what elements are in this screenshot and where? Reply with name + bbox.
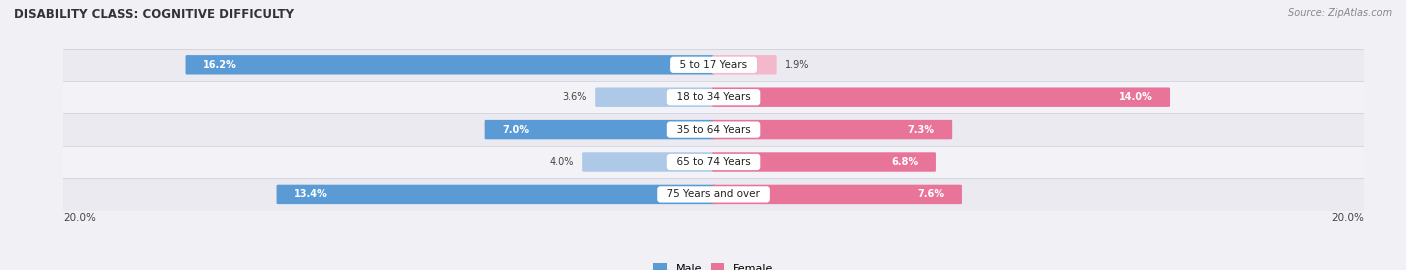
Text: 16.2%: 16.2% [202,60,236,70]
Text: 20.0%: 20.0% [1331,213,1364,223]
FancyBboxPatch shape [713,120,952,139]
FancyBboxPatch shape [485,120,714,139]
Text: 5 to 17 Years: 5 to 17 Years [673,60,754,70]
Text: 1.9%: 1.9% [785,60,810,70]
FancyBboxPatch shape [713,185,962,204]
Text: DISABILITY CLASS: COGNITIVE DIFFICULTY: DISABILITY CLASS: COGNITIVE DIFFICULTY [14,8,294,21]
Bar [63,178,1364,211]
Legend: Male, Female: Male, Female [650,258,778,270]
FancyBboxPatch shape [186,55,714,75]
Text: 18 to 34 Years: 18 to 34 Years [669,92,758,102]
Text: 6.8%: 6.8% [891,157,918,167]
Bar [63,146,1364,178]
FancyBboxPatch shape [582,152,714,172]
FancyBboxPatch shape [713,55,776,75]
Bar [63,49,1364,81]
Text: 20.0%: 20.0% [63,213,96,223]
Bar [63,81,1364,113]
FancyBboxPatch shape [277,185,714,204]
Text: 3.6%: 3.6% [562,92,586,102]
FancyBboxPatch shape [595,87,714,107]
Text: 7.6%: 7.6% [917,189,945,200]
Text: 35 to 64 Years: 35 to 64 Years [669,124,758,135]
Text: 75 Years and over: 75 Years and over [661,189,766,200]
Bar [63,113,1364,146]
Text: 13.4%: 13.4% [294,189,328,200]
FancyBboxPatch shape [713,87,1170,107]
Text: 7.0%: 7.0% [502,124,529,135]
Text: 65 to 74 Years: 65 to 74 Years [669,157,758,167]
FancyBboxPatch shape [713,152,936,172]
Text: Source: ZipAtlas.com: Source: ZipAtlas.com [1288,8,1392,18]
Text: 7.3%: 7.3% [908,124,935,135]
Text: 14.0%: 14.0% [1119,92,1153,102]
Text: 4.0%: 4.0% [550,157,574,167]
